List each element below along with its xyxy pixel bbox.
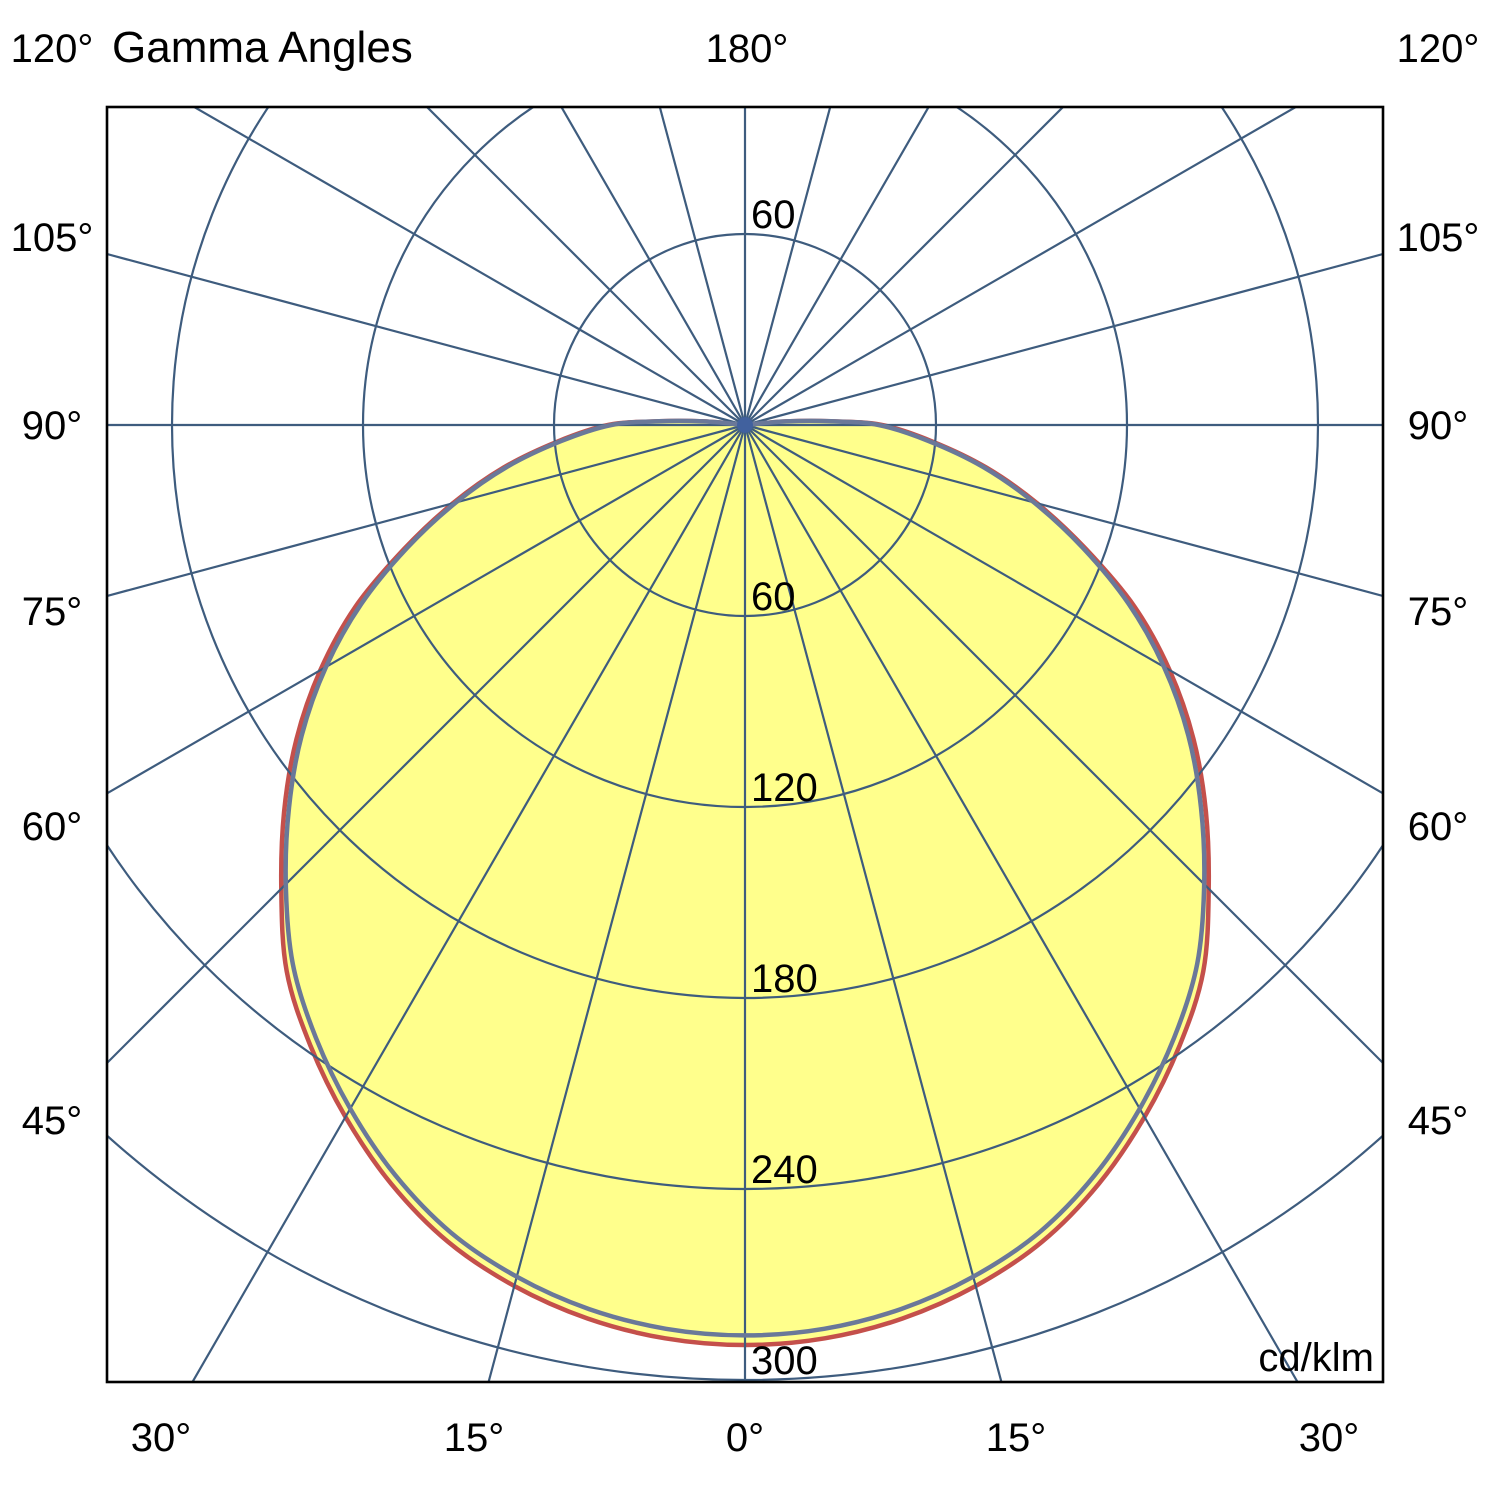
radial-tick-label-60-above: 60: [751, 193, 796, 237]
gamma-label-right-75: 75°: [1408, 590, 1469, 634]
gamma-label-bottom-15l: 15°: [444, 1416, 505, 1460]
gamma-line-45-left: [107, 424, 746, 1065]
gamma-line-120-left: [192, 107, 746, 426]
chart-title: Gamma Angles: [112, 23, 413, 72]
gamma-label-left-120: 120°: [11, 27, 94, 71]
polar-center-dot: [737, 417, 753, 433]
radial-tick-label-300: 300: [751, 1339, 818, 1383]
gamma-label-left-75: 75°: [22, 590, 83, 634]
gamma-label-bottom-30l: 30°: [131, 1416, 192, 1460]
gamma-label-left-105: 105°: [11, 216, 94, 260]
gamma-line-120-right: [744, 107, 1298, 426]
gamma-line-45-right: [744, 424, 1383, 1065]
chart-frame: [105, 105, 1385, 1384]
gamma-line-165-left: [658, 107, 747, 426]
radial-tick-label-60: 60: [751, 575, 796, 619]
gamma-label-right-105: 105°: [1397, 216, 1480, 260]
gamma-label-right-90: 90°: [1408, 404, 1469, 448]
c0-c180-curve: [283, 418, 1207, 1338]
gamma-line-15-left: [487, 424, 747, 1382]
gamma-label-bottom-30r: 30°: [1299, 1416, 1360, 1460]
radial-tick-label-120: 120: [751, 766, 818, 810]
radial-tick-label-180: 180: [751, 957, 818, 1001]
gamma-label-bottom-0: 0°: [726, 1416, 764, 1460]
gamma-label-top-180: 180°: [706, 27, 789, 71]
gamma-line-135-left: [425, 107, 746, 426]
gamma-line-105-right: [744, 252, 1383, 427]
gamma-line-60-left: [107, 424, 746, 795]
gamma-label-right-60: 60°: [1408, 805, 1469, 849]
radial-tick-label-240: 240: [751, 1148, 818, 1192]
gamma-label-left-60: 60°: [22, 805, 83, 849]
gamma-line-75-left: [107, 423, 746, 598]
gamma-line-30-left: [191, 424, 746, 1382]
gamma-line-165-right: [743, 107, 832, 426]
gamma-line-105-left: [107, 252, 746, 427]
gamma-label-bottom-15r: 15°: [986, 1416, 1047, 1460]
gamma-line-15-right: [743, 424, 1003, 1382]
unit-label: cd/klm: [1258, 1336, 1374, 1380]
gamma-line-135-right: [744, 107, 1065, 426]
gamma-label-right-45: 45°: [1408, 1099, 1469, 1143]
gamma-line-150-right: [744, 107, 930, 426]
gamma-label-left-90: 90°: [22, 404, 83, 448]
gamma-line-150-left: [560, 107, 746, 426]
gamma-line-75-right: [744, 423, 1383, 598]
gamma-line-30-right: [744, 424, 1299, 1382]
gamma-label-left-45: 45°: [22, 1099, 83, 1143]
gamma-label-right-120: 120°: [1397, 27, 1480, 71]
gamma-line-60-right: [744, 424, 1383, 795]
